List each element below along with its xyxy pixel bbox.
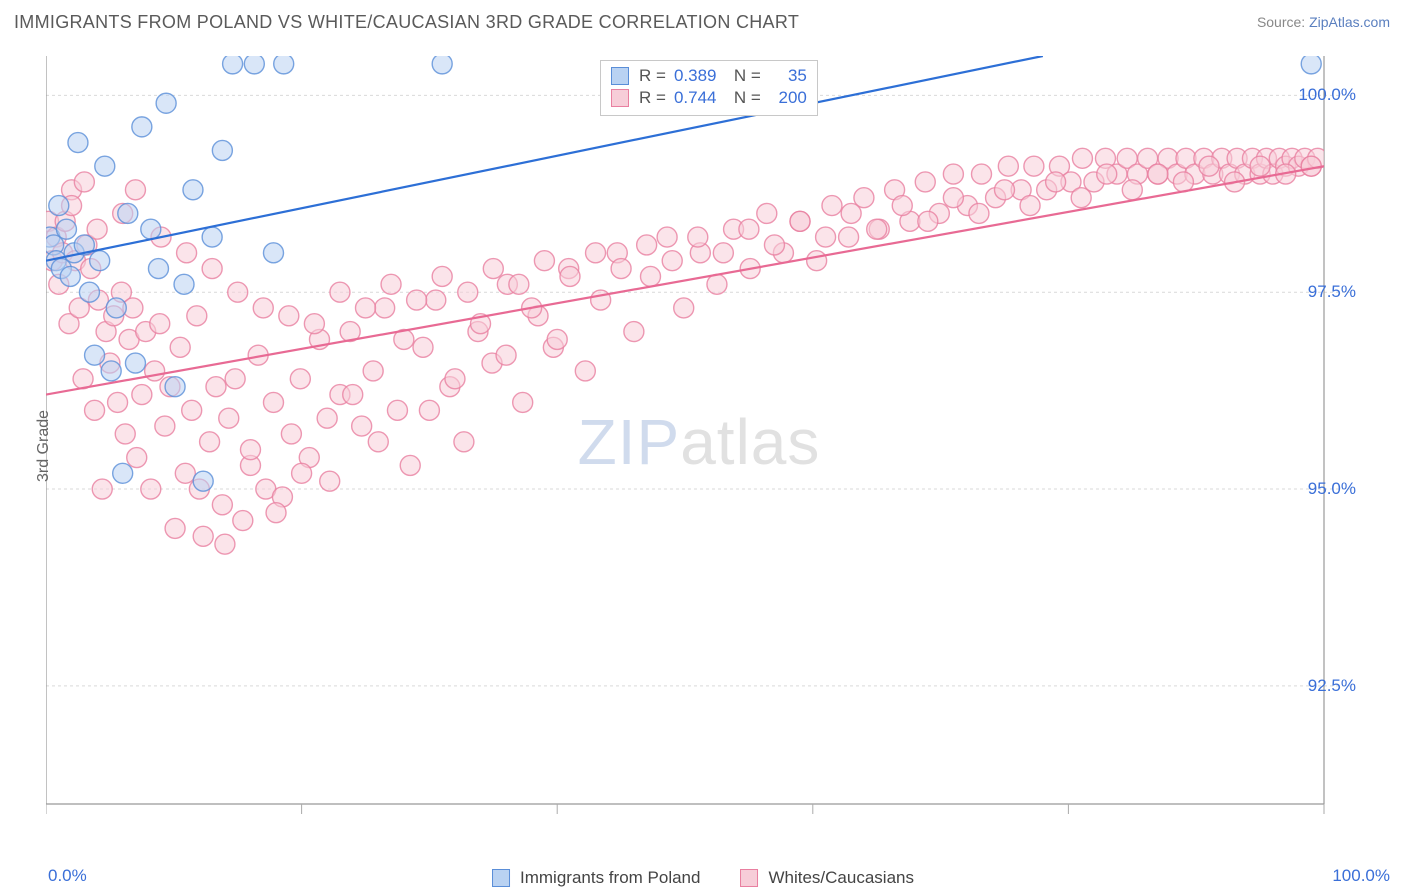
- stats-row-whites: R = 0.744 N = 200: [611, 87, 807, 109]
- swatch-icon: [492, 869, 510, 887]
- watermark: ZIPatlas: [578, 405, 821, 479]
- y-axis-label: 3rd Grade: [35, 410, 53, 482]
- stats-n-label: N =: [724, 65, 760, 87]
- stats-n-value: 200: [769, 87, 807, 109]
- y-tick-label: 100.0%: [1298, 85, 1356, 105]
- stats-row-poland: R = 0.389 N = 35: [611, 65, 807, 87]
- swatch-icon: [611, 67, 629, 85]
- x-axis-max-label: 100.0%: [1332, 866, 1390, 886]
- y-tick-label: 92.5%: [1308, 676, 1356, 696]
- source-label: Source:: [1257, 14, 1309, 30]
- chart-title: IMMIGRANTS FROM POLAND VS WHITE/CAUCASIA…: [14, 12, 799, 33]
- swatch-icon: [740, 869, 758, 887]
- swatch-icon: [611, 89, 629, 107]
- bottom-legend: Immigrants from Poland Whites/Caucasians: [492, 868, 914, 888]
- stats-r-label: R =: [639, 87, 666, 109]
- stats-r-label: R =: [639, 65, 666, 87]
- x-axis-min-label: 0.0%: [48, 866, 87, 886]
- stats-n-value: 35: [769, 65, 807, 87]
- legend-item-poland: Immigrants from Poland: [492, 868, 700, 888]
- stats-r-value: 0.389: [674, 65, 717, 87]
- legend-label: Immigrants from Poland: [520, 868, 700, 888]
- source-link[interactable]: ZipAtlas.com: [1309, 14, 1390, 30]
- watermark-thin: atlas: [680, 406, 820, 478]
- y-tick-label: 95.0%: [1308, 479, 1356, 499]
- source-attribution: Source: ZipAtlas.com: [1257, 14, 1390, 30]
- legend-item-whites: Whites/Caucasians: [740, 868, 914, 888]
- stats-legend-box: R = 0.389 N = 35 R = 0.744 N = 200: [600, 60, 818, 116]
- legend-label: Whites/Caucasians: [768, 868, 914, 888]
- stats-r-value: 0.744: [674, 87, 717, 109]
- watermark-bold: ZIP: [578, 406, 681, 478]
- stats-n-label: N =: [724, 87, 760, 109]
- plot-area: ZIPatlas R =0.389 N =35R =0.744 N =200 9…: [46, 56, 1352, 828]
- y-tick-label: 97.5%: [1308, 282, 1356, 302]
